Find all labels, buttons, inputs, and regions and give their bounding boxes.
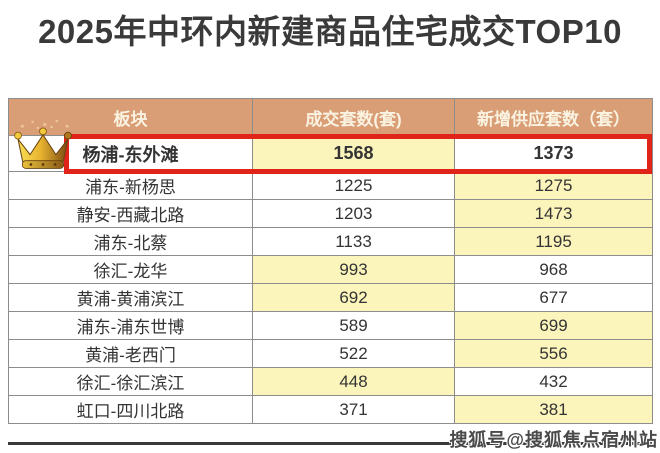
cell-plate: 浦东-北蔡 <box>8 227 253 256</box>
ranking-table: 板块 成交套数(套) 新增供应套数（套） 杨浦-东外滩 1568 1373 浦东… <box>8 98 653 424</box>
cell-plate: 浦东-浦东世博 <box>8 311 253 340</box>
table-row: 黄浦-老西门 522 556 <box>8 339 653 368</box>
table-bottom-rule <box>8 442 652 445</box>
header-cell-supply: 新增供应套数（套） <box>454 98 653 136</box>
cell-deals: 1225 <box>252 171 455 200</box>
cell-supply: 677 <box>454 283 653 312</box>
cell-plate: 黄浦-老西门 <box>8 339 253 368</box>
cell-deals: 692 <box>252 283 455 312</box>
table-row: 徐汇-徐汇滨江 448 432 <box>8 367 653 396</box>
cell-supply: 699 <box>454 311 653 340</box>
table-row: 浦东-北蔡 1133 1195 <box>8 227 653 256</box>
cell-supply: 968 <box>454 255 653 284</box>
cell-deals: 589 <box>252 311 455 340</box>
cell-deals: 1203 <box>252 199 455 228</box>
cell-supply: 1373 <box>454 135 653 172</box>
cell-supply: 432 <box>454 367 653 396</box>
table-row: 静安-西藏北路 1203 1473 <box>8 199 653 228</box>
header-cell-plate: 板块 <box>8 98 253 136</box>
cell-deals: 371 <box>252 395 455 424</box>
cell-supply: 1195 <box>454 227 653 256</box>
cell-plate: 徐汇-徐汇滨江 <box>8 367 253 396</box>
cell-deals: 993 <box>252 255 455 284</box>
cell-plate: 徐汇-龙华 <box>8 255 253 284</box>
cell-supply: 1473 <box>454 199 653 228</box>
cell-plate: 静安-西藏北路 <box>8 199 253 228</box>
cell-supply: 1275 <box>454 171 653 200</box>
table-row: 黄浦-黄浦滨江 692 677 <box>8 283 653 312</box>
crown-icon <box>14 119 72 169</box>
watermark: 搜狐号@搜狐焦点宿州站 <box>449 430 658 450</box>
cell-deals: 1133 <box>252 227 455 256</box>
cell-supply: 556 <box>454 339 653 368</box>
cell-plate: 虹口-四川北路 <box>8 395 253 424</box>
cell-plate: 黄浦-黄浦滨江 <box>8 283 253 312</box>
page-title: 2025年中环内新建商品住宅成交TOP10 <box>38 13 622 50</box>
cell-deals: 1568 <box>252 135 455 172</box>
header-row: 板块 成交套数(套) 新增供应套数（套） <box>8 98 653 136</box>
table-row: 浦东-浦东世博 589 699 <box>8 311 653 340</box>
cell-deals: 448 <box>252 367 455 396</box>
cell-deals: 522 <box>252 339 455 368</box>
table-row-rank1: 杨浦-东外滩 1568 1373 <box>8 135 653 172</box>
table-row: 浦东-新杨思 1225 1275 <box>8 171 653 200</box>
header-cell-deals: 成交套数(套) <box>252 98 455 136</box>
table-row: 虹口-四川北路 371 381 <box>8 395 653 424</box>
cell-supply: 381 <box>454 395 653 424</box>
table-row: 徐汇-龙华 993 968 <box>8 255 653 284</box>
